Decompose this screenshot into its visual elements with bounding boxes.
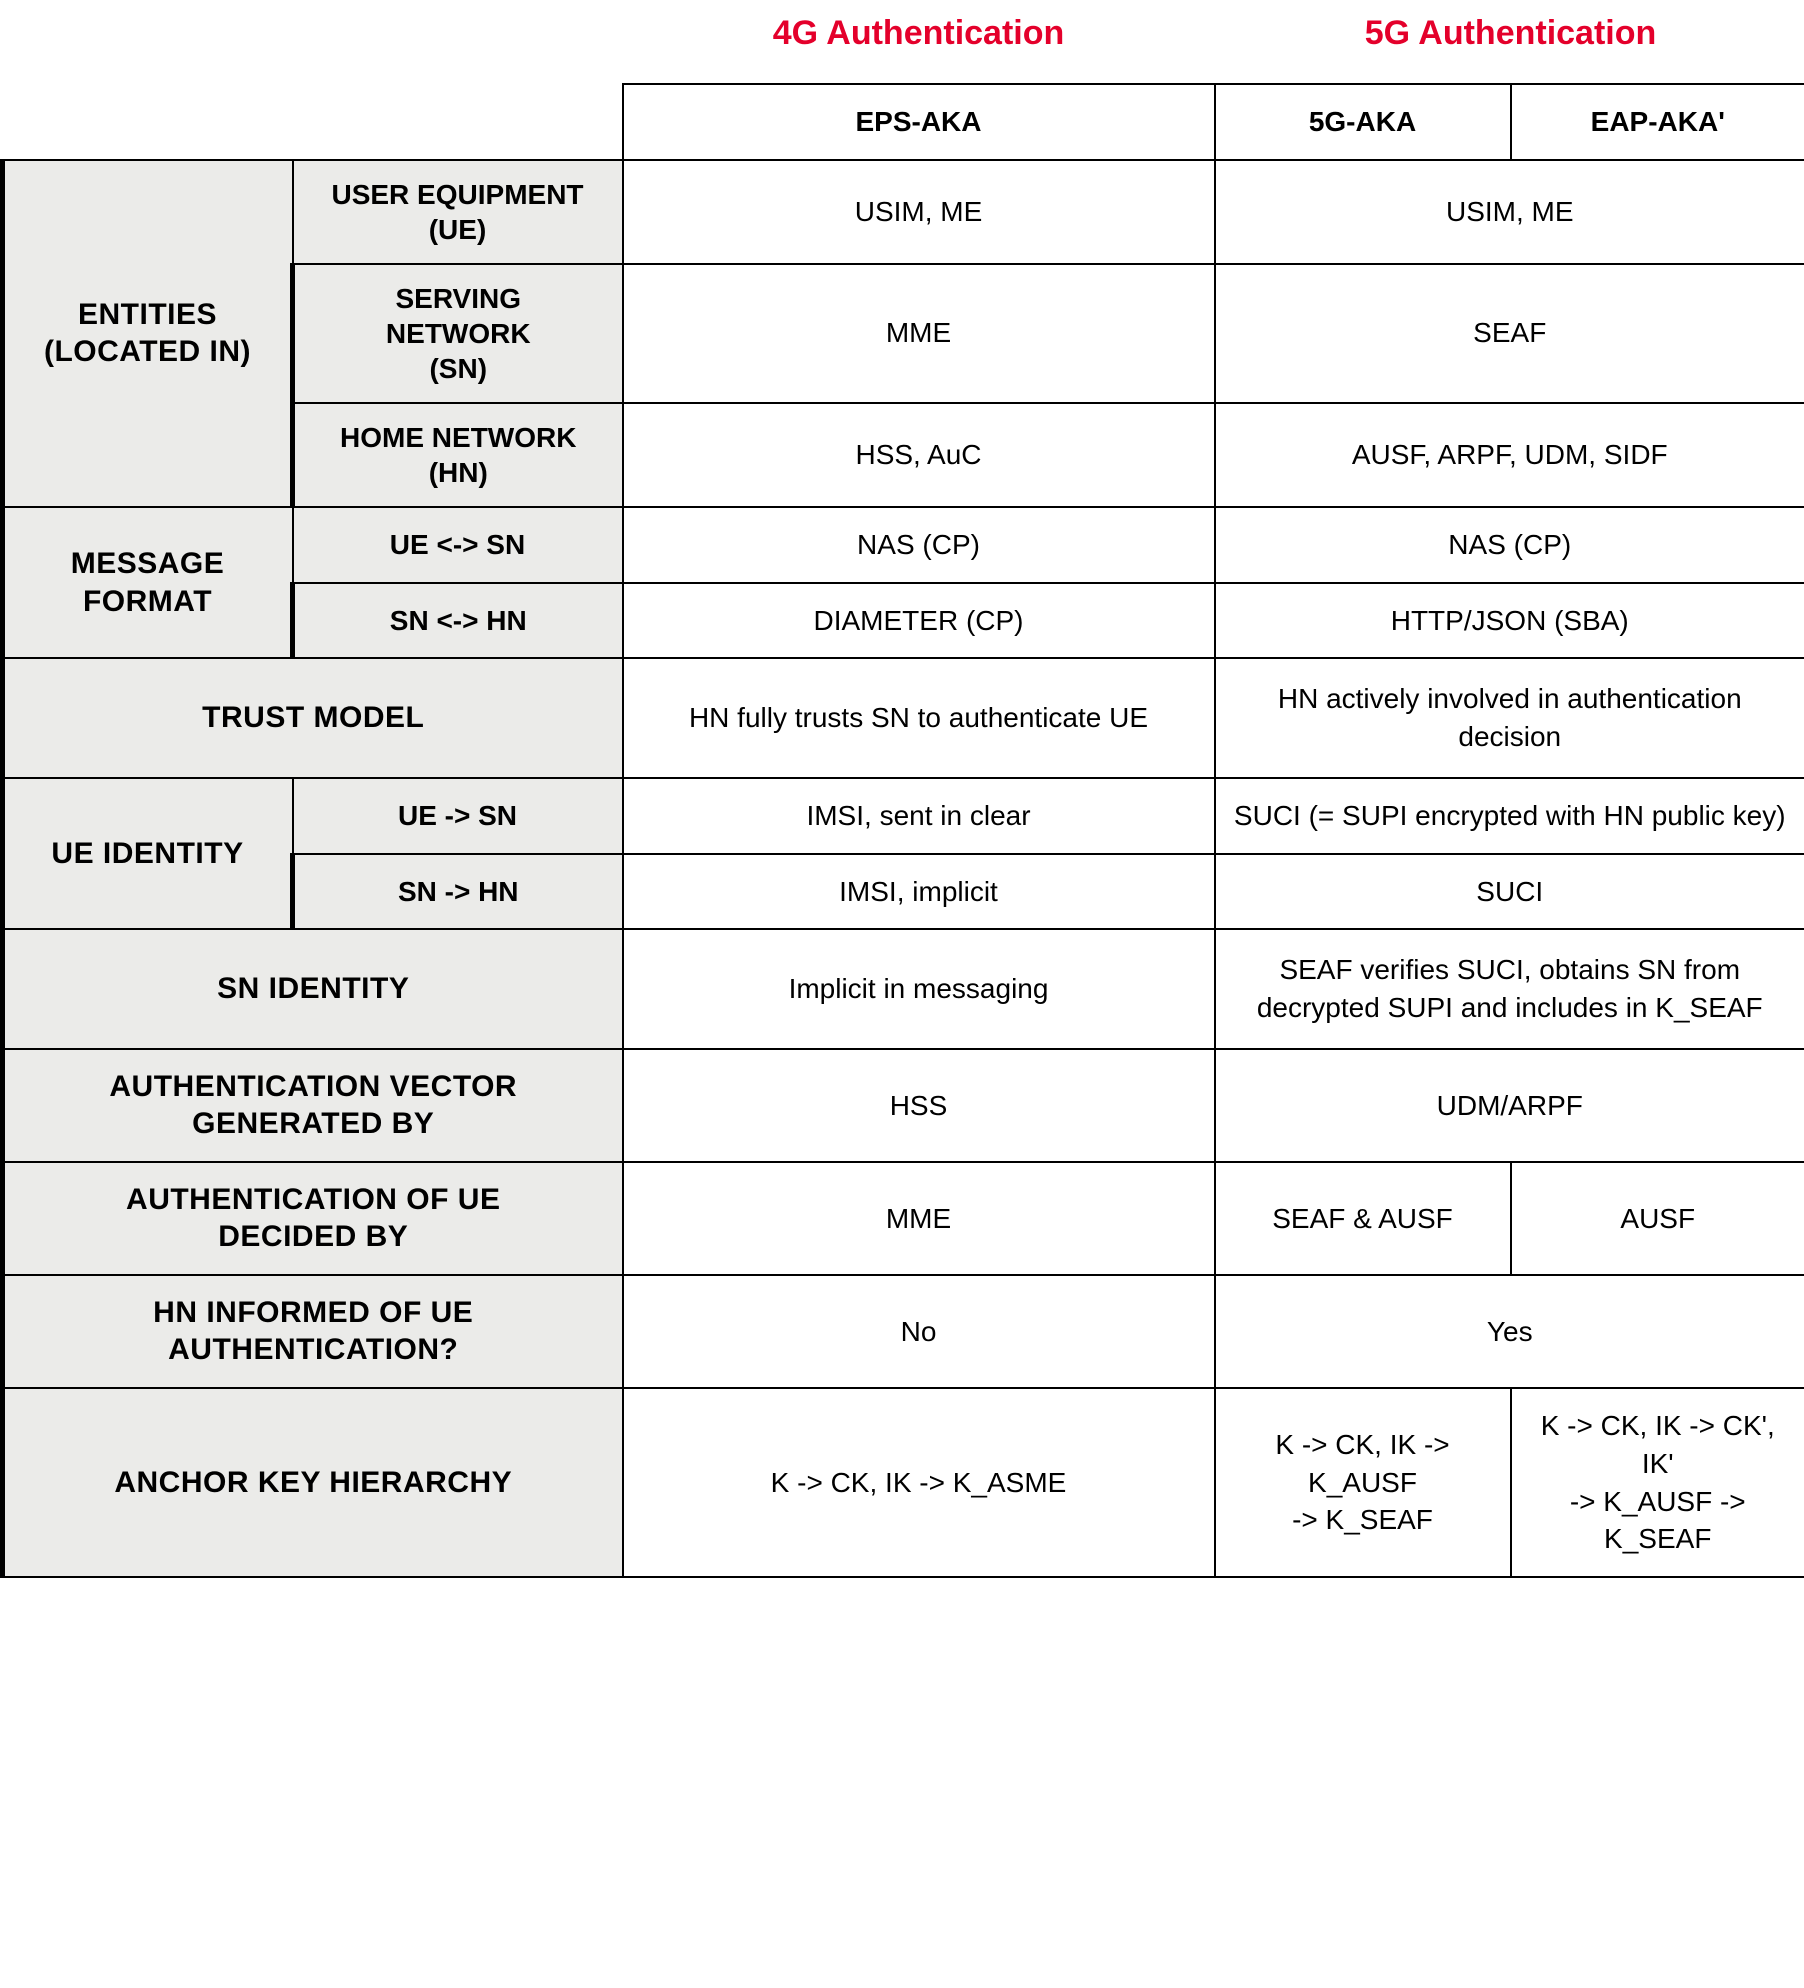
trust-label: TRUST MODEL — [3, 658, 623, 778]
comparison-table-wrapper: 4G Authentication 5G Authentication EPS-… — [0, 0, 1804, 1578]
snid-label: SN IDENTITY — [3, 929, 623, 1049]
msgformat-snhn-sub: SN <-> HN — [293, 583, 623, 659]
msgformat-uesn-sub: UE <-> SN — [293, 507, 623, 583]
msgformat-uesn-4g: NAS (CP) — [623, 507, 1215, 583]
anchor-5g-a: K -> CK, IK -> K_AUSF-> K_SEAF — [1215, 1388, 1511, 1577]
hninf-5g: Yes — [1215, 1275, 1804, 1388]
authdec-row: AUTHENTICATION OF UEDECIDED BY MME SEAF … — [3, 1162, 1804, 1275]
entities-sn-4g: MME — [623, 264, 1215, 403]
msgformat-snhn-4g: DIAMETER (CP) — [623, 583, 1215, 659]
header-row: 4G Authentication 5G Authentication — [3, 0, 1804, 84]
entities-sn-5g: SEAF — [1215, 264, 1804, 403]
msgformat-uesn-row: MESSAGEFORMAT UE <-> SN NAS (CP) NAS (CP… — [3, 507, 1804, 583]
avgen-row: AUTHENTICATION VECTORGENERATED BY HSS UD… — [3, 1049, 1804, 1162]
avgen-4g: HSS — [623, 1049, 1215, 1162]
entities-hn-4g: HSS, AuC — [623, 403, 1215, 507]
avgen-label: AUTHENTICATION VECTORGENERATED BY — [3, 1049, 623, 1162]
entities-hn-5g: AUSF, ARPF, UDM, SIDF — [1215, 403, 1804, 507]
snid-row: SN IDENTITY Implicit in messaging SEAF v… — [3, 929, 1804, 1049]
authdec-5g-a: SEAF & AUSF — [1215, 1162, 1511, 1275]
entities-ue-row: ENTITIES(LOCATED IN) USER EQUIPMENT(UE) … — [3, 160, 1804, 264]
msgformat-uesn-5g: NAS (CP) — [1215, 507, 1804, 583]
entities-sn-sub: SERVINGNETWORK(SN) — [293, 264, 623, 403]
methods-blank — [3, 84, 623, 160]
anchor-4g: K -> CK, IK -> K_ASME — [623, 1388, 1215, 1577]
entities-ue-4g: USIM, ME — [623, 160, 1215, 264]
entities-label: ENTITIES(LOCATED IN) — [3, 160, 293, 507]
authdec-4g: MME — [623, 1162, 1215, 1275]
avgen-5g: UDM/ARPF — [1215, 1049, 1804, 1162]
authdec-label: AUTHENTICATION OF UEDECIDED BY — [3, 1162, 623, 1275]
entities-ue-5g: USIM, ME — [1215, 160, 1804, 264]
anchor-row: ANCHOR KEY HIERARCHY K -> CK, IK -> K_AS… — [3, 1388, 1804, 1577]
entities-hn-sub: HOME NETWORK(HN) — [293, 403, 623, 507]
header-4g: 4G Authentication — [623, 0, 1215, 84]
entities-ue-sub: USER EQUIPMENT(UE) — [293, 160, 623, 264]
header-5g: 5G Authentication — [1215, 0, 1804, 84]
trust-4g: HN fully trusts SN to authenticate UE — [623, 658, 1215, 778]
method-5g-aka: 5G-AKA — [1215, 84, 1511, 160]
hninf-label: HN INFORMED OF UEAUTHENTICATION? — [3, 1275, 623, 1388]
comparison-table: 4G Authentication 5G Authentication EPS-… — [0, 0, 1804, 1578]
ueid-label: UE IDENTITY — [3, 778, 293, 930]
trust-row: TRUST MODEL HN fully trusts SN to authen… — [3, 658, 1804, 778]
ueid-snhn-5g: SUCI — [1215, 854, 1804, 930]
trust-5g: HN actively involved in authentication d… — [1215, 658, 1804, 778]
snid-5g: SEAF verifies SUCI, obtains SN from decr… — [1215, 929, 1804, 1049]
ueid-snhn-4g: IMSI, implicit — [623, 854, 1215, 930]
msgformat-label: MESSAGEFORMAT — [3, 507, 293, 659]
anchor-5g-b: K -> CK, IK -> CK', IK'-> K_AUSF -> K_SE… — [1511, 1388, 1804, 1577]
methods-row: EPS-AKA 5G-AKA EAP-AKA' — [3, 84, 1804, 160]
authdec-5g-b: AUSF — [1511, 1162, 1804, 1275]
ueid-uesn-sub: UE -> SN — [293, 778, 623, 854]
hninf-4g: No — [623, 1275, 1215, 1388]
anchor-label: ANCHOR KEY HIERARCHY — [3, 1388, 623, 1577]
header-blank — [3, 0, 623, 84]
method-4g: EPS-AKA — [623, 84, 1215, 160]
snid-4g: Implicit in messaging — [623, 929, 1215, 1049]
ueid-uesn-4g: IMSI, sent in clear — [623, 778, 1215, 854]
hninf-row: HN INFORMED OF UEAUTHENTICATION? No Yes — [3, 1275, 1804, 1388]
ueid-snhn-sub: SN -> HN — [293, 854, 623, 930]
ueid-uesn-5g: SUCI (= SUPI encrypted with HN public ke… — [1215, 778, 1804, 854]
method-eap-aka: EAP-AKA' — [1511, 84, 1804, 160]
msgformat-snhn-5g: HTTP/JSON (SBA) — [1215, 583, 1804, 659]
ueid-uesn-row: UE IDENTITY UE -> SN IMSI, sent in clear… — [3, 778, 1804, 854]
